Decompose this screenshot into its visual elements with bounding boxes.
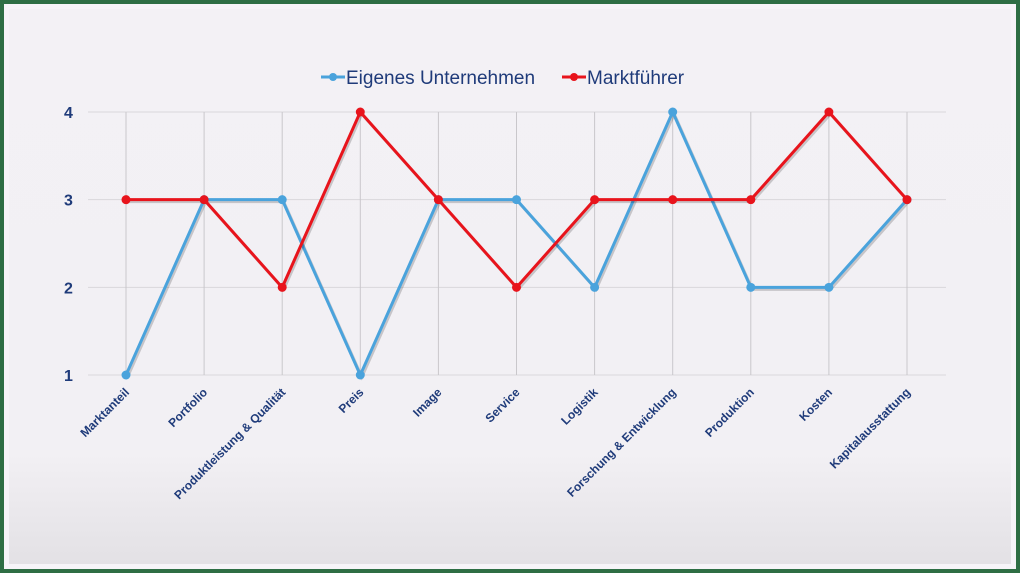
x-tick-label: Service (483, 385, 523, 425)
x-tick-label: Preis (336, 385, 367, 416)
data-point-marker[interactable] (121, 370, 131, 380)
y-tick-label: 3 (64, 193, 73, 210)
data-point-marker[interactable] (355, 107, 365, 117)
data-point-marker[interactable] (277, 195, 287, 205)
data-point-marker[interactable] (277, 282, 287, 292)
series-lines (121, 107, 912, 381)
data-point-marker[interactable] (121, 195, 131, 205)
x-tick-label: Logistik (558, 385, 601, 428)
x-tick-label: Image (410, 385, 445, 420)
chart-panel (9, 9, 1011, 564)
x-tick-label: Kosten (796, 385, 835, 424)
legend-label: Eigenes Unternehmen (346, 68, 535, 89)
x-tick-label: Produktion (702, 385, 757, 440)
x-tick-label: Kapitalausstattung (827, 385, 913, 471)
data-point-marker[interactable] (824, 107, 834, 117)
y-tick-label: 4 (64, 105, 73, 122)
data-point-marker[interactable] (668, 107, 678, 117)
legend-label: Marktführer (587, 68, 685, 89)
data-point-marker[interactable] (590, 282, 600, 292)
legend: Eigenes Unternehmen Marktführer (321, 68, 685, 89)
y-tick-label: 2 (64, 280, 73, 297)
data-point-marker[interactable] (199, 195, 209, 205)
legend-item-eigenes-unternehmen[interactable]: Eigenes Unternehmen (321, 68, 535, 89)
data-point-marker[interactable] (355, 370, 365, 380)
legend-item-marktfuehrer[interactable]: Marktführer (562, 68, 685, 89)
data-point-marker[interactable] (668, 195, 678, 205)
x-tick-label: Marktanteil (77, 385, 132, 440)
chart-frame (4, 4, 1016, 569)
x-tick-label: Portfolio (165, 385, 210, 430)
data-point-marker[interactable] (824, 282, 834, 292)
data-point-marker[interactable] (746, 195, 756, 205)
gridlines (88, 111, 946, 376)
legend-marker-icon (570, 73, 578, 81)
legend-marker-icon (329, 73, 337, 81)
data-point-marker[interactable] (902, 195, 912, 205)
series-marktfuehrer (121, 107, 912, 293)
data-point-marker[interactable] (433, 195, 443, 205)
y-tick-label: 1 (64, 368, 73, 385)
y-axis: 1 2 3 4 (64, 105, 73, 385)
data-point-marker[interactable] (746, 282, 756, 292)
data-point-marker[interactable] (512, 195, 521, 205)
data-point-marker[interactable] (590, 195, 600, 205)
data-point-marker[interactable] (512, 282, 521, 292)
